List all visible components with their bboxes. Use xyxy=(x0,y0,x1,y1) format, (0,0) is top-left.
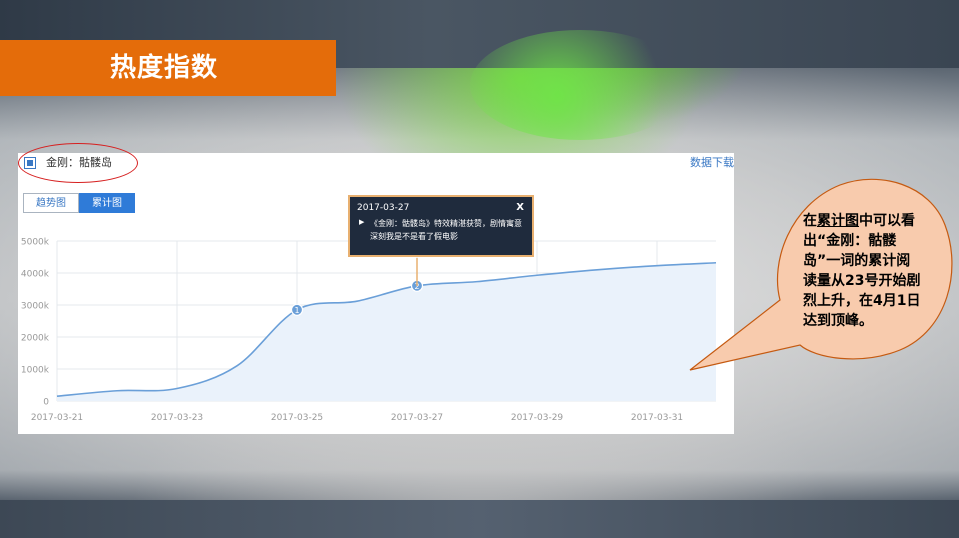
slide-title: 热度指数 xyxy=(110,53,219,83)
x-tick-label: 2017-03-23 xyxy=(151,413,203,423)
chart-marker xyxy=(290,303,304,316)
y-tick-label: 5000k xyxy=(21,238,50,248)
x-axis-labels: 2017-03-21 2017-03-23 2017-03-25 2017-03-27… xyxy=(31,413,683,423)
y-axis-labels: 0 1000k 2000k 3000k 4000k 5000k xyxy=(21,238,50,408)
download-data-link[interactable]: 数据下载 xyxy=(690,156,734,169)
y-tick-label: 1000k xyxy=(21,366,50,376)
tab-cumulative[interactable]: 累计图 xyxy=(79,193,135,213)
callout-bubble xyxy=(689,178,953,371)
x-tick-label: 2017-03-21 xyxy=(31,413,83,423)
x-tick-label: 2017-03-25 xyxy=(271,413,323,423)
green-smoke-decoration xyxy=(470,30,690,140)
callout-link: 累计图 xyxy=(817,213,859,229)
callout-prefix: 在 xyxy=(803,213,817,229)
x-tick-label: 2017-03-31 xyxy=(631,413,683,423)
chart-marker-label: 1 xyxy=(294,306,299,315)
chart-marker-label: 2 xyxy=(414,282,419,291)
title-bar xyxy=(0,40,336,96)
series-line xyxy=(56,261,717,397)
chart-tooltip: 2017-03-27 X ▶ 《金刚：骷髅岛》特效精湛获赞，剧情寓意深刻我是不是… xyxy=(348,195,534,257)
x-tick-label: 2017-03-29 xyxy=(511,413,564,423)
y-tick-label: 4000k xyxy=(21,270,50,280)
tooltip-text: 《金刚：骷髅岛》特效精湛获赞，剧情寓意深刻我是不是看了假电影 xyxy=(370,219,522,241)
series-area xyxy=(57,262,716,401)
bottom-band xyxy=(0,500,959,538)
tab-trend[interactable]: 趋势图 xyxy=(23,193,79,213)
y-tick-label: 0 xyxy=(43,398,49,408)
tooltip-close-button[interactable]: X xyxy=(516,202,524,213)
y-tick-label: 2000k xyxy=(21,334,50,344)
x-tick-label: 2017-03-27 xyxy=(391,413,443,423)
callout-suffix: 中可以看出“金刚：骷髅岛”一词的累计阅读量从23号开始剧烈上升，在4月1日达到顶… xyxy=(803,213,921,329)
tooltip-arrow-icon: ▶ xyxy=(359,218,365,226)
y-tick-label: 3000k xyxy=(21,302,50,312)
legend-highlight-ellipse xyxy=(18,143,138,183)
tooltip-date: 2017-03-27 xyxy=(357,203,410,213)
callout-text: 在累计图中可以看出“金刚：骷髅岛”一词的累计阅读量从23号开始剧烈上升，在4月1… xyxy=(803,211,923,331)
